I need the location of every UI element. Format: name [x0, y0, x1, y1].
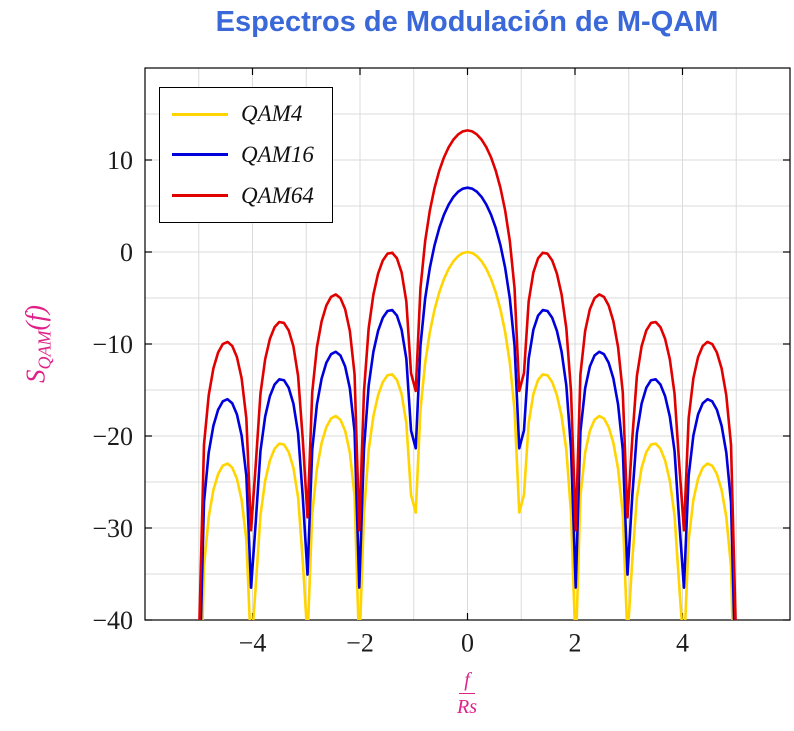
curve-qam4: [201, 250, 734, 620]
legend-item-qam16: QAM16: [172, 142, 314, 168]
x-tick-label: 2: [569, 628, 582, 657]
ylabel-base: S: [20, 369, 51, 383]
legend-item-qam64: QAM64: [172, 183, 314, 209]
y-tick-label: 0: [120, 238, 133, 267]
legend-label-qam64: QAM64: [241, 182, 314, 208]
x-tick-label: 0: [461, 628, 474, 657]
x-axis-label: f Rs: [457, 668, 477, 719]
legend-line-sample-qam4: [172, 112, 228, 116]
xlabel-denominator: Rs: [457, 696, 477, 718]
x-tick-label: −2: [346, 628, 374, 657]
y-tick-label: −20: [92, 422, 133, 451]
xlabel-numerator: f: [459, 668, 475, 694]
curve-qam64: [198, 129, 737, 620]
legend-line-sample-qam16: [172, 153, 228, 157]
y-tick-label: −10: [92, 330, 133, 359]
legend-line-sample-qam64: [172, 194, 228, 198]
ylabel-tail: (f): [20, 305, 51, 331]
curve-qam16: [199, 186, 736, 620]
legend-label-qam16: QAM16: [241, 141, 314, 167]
legend: QAM4 QAM16 QAM64: [159, 87, 333, 223]
legend-item-qam4: QAM4: [172, 101, 314, 127]
x-tick-label: 4: [676, 628, 689, 657]
ylabel-sub: QAM: [34, 330, 55, 370]
x-tick-label: −4: [239, 628, 267, 657]
y-tick-label: −30: [92, 514, 133, 543]
y-tick-label: 10: [107, 146, 133, 175]
chart-title: Espectros de Modulación de M-QAM: [215, 6, 719, 38]
y-tick-label: −40: [92, 606, 133, 635]
y-axis-label: SQAM(f): [20, 305, 55, 383]
legend-label-qam4: QAM4: [241, 101, 303, 127]
